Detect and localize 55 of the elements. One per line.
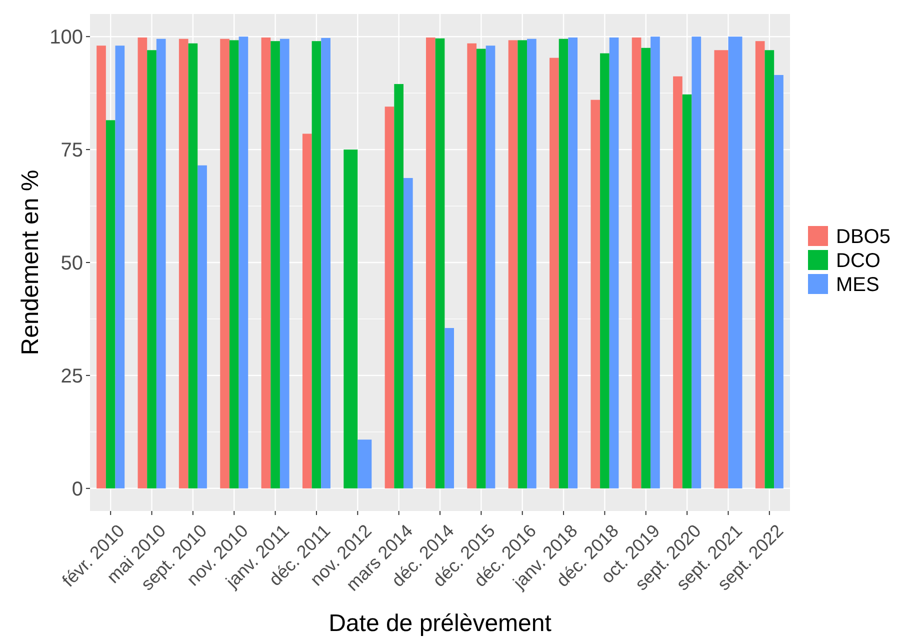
bar <box>261 37 271 488</box>
bar <box>527 38 536 488</box>
bar <box>600 53 610 488</box>
bar <box>384 106 394 488</box>
bar <box>270 41 280 488</box>
bar <box>220 38 230 488</box>
y-tick-label: 75 <box>60 140 83 162</box>
bar <box>138 37 148 488</box>
legend-label: DBO5 <box>836 226 890 248</box>
bar <box>188 43 198 488</box>
bar <box>426 37 436 488</box>
bar <box>394 84 404 488</box>
bar <box>198 165 207 488</box>
bar <box>673 76 682 488</box>
bar <box>518 40 528 488</box>
bar <box>302 134 312 488</box>
bar <box>774 74 784 488</box>
y-tick-label: 25 <box>60 365 83 388</box>
bar <box>764 50 774 488</box>
y-tick-label: 0 <box>72 478 83 500</box>
bar <box>650 36 660 488</box>
bar <box>312 41 322 488</box>
bar <box>321 38 330 488</box>
bar <box>467 43 477 488</box>
bar <box>550 58 559 488</box>
bar <box>692 36 702 488</box>
bar <box>229 40 239 488</box>
legend-label: MES <box>836 274 880 296</box>
bar <box>106 120 116 488</box>
bar <box>486 46 496 488</box>
bar <box>590 100 600 488</box>
y-tick-label: 100 <box>50 26 83 49</box>
bar <box>280 38 290 488</box>
bar <box>632 37 642 488</box>
bar <box>403 178 413 488</box>
y-axis-title: Rendement en % <box>17 170 44 356</box>
bar <box>435 38 445 488</box>
bar <box>609 37 619 488</box>
bar <box>682 94 692 488</box>
bar <box>178 38 188 488</box>
bar <box>238 36 248 488</box>
bar <box>147 50 156 488</box>
bar <box>558 38 568 488</box>
bar <box>115 46 125 488</box>
x-axis-title: Date de prélèvement <box>328 610 552 637</box>
bar <box>508 40 518 488</box>
bar <box>641 48 651 488</box>
bar <box>156 38 166 488</box>
legend-label: DCO <box>836 250 880 272</box>
bar <box>96 46 106 488</box>
bar <box>444 328 454 488</box>
bar <box>755 41 765 488</box>
y-tick-label: 50 <box>60 252 83 274</box>
bar <box>476 48 486 488</box>
bar <box>568 37 578 488</box>
